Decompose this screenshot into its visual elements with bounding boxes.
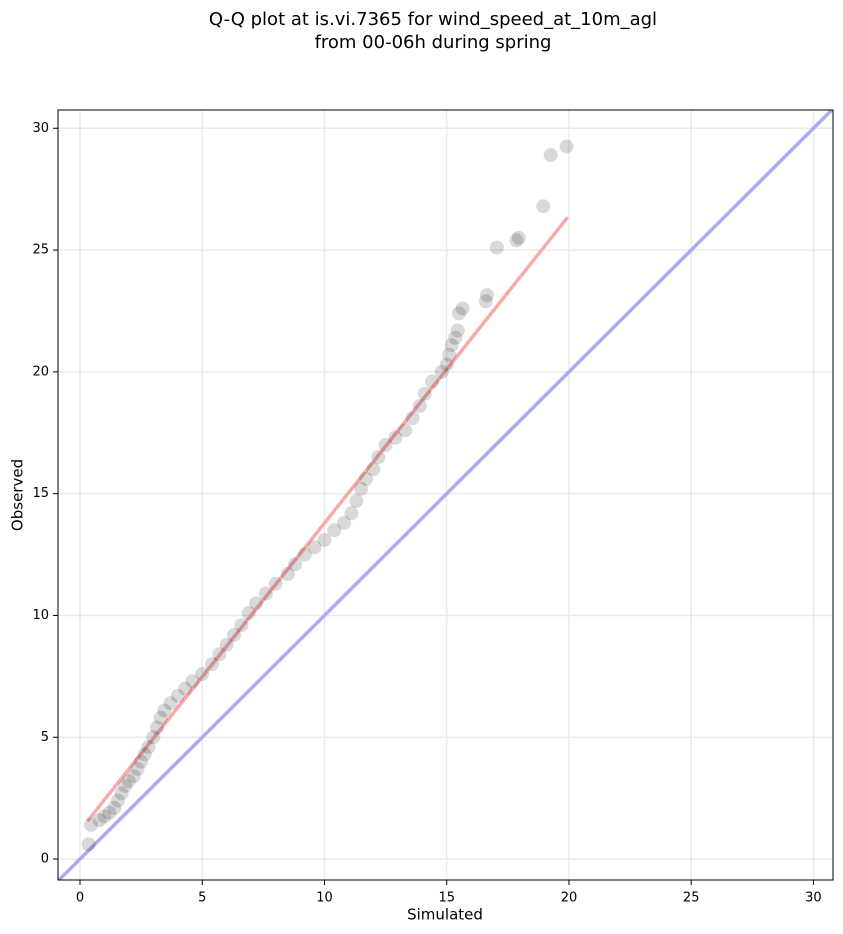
chart-title: from 00-06h during spring xyxy=(315,32,552,53)
point xyxy=(114,786,129,801)
x-tick-label: 10 xyxy=(316,891,333,906)
point xyxy=(434,364,449,379)
point xyxy=(448,330,463,345)
y-tick-label: 5 xyxy=(41,730,49,745)
point xyxy=(509,233,524,248)
point xyxy=(212,647,227,662)
point xyxy=(444,338,459,353)
x-tick-label: 15 xyxy=(438,891,455,906)
point xyxy=(344,506,359,521)
x-tick-label: 25 xyxy=(683,891,700,906)
y-tick-label: 30 xyxy=(32,121,49,136)
point xyxy=(163,696,178,711)
point xyxy=(241,606,256,621)
y-tick-label: 0 xyxy=(41,852,49,867)
x-axis-label: Simulated xyxy=(407,906,483,924)
point xyxy=(153,710,168,725)
point xyxy=(157,703,172,718)
point xyxy=(511,230,526,245)
point xyxy=(288,557,303,572)
point xyxy=(451,306,466,321)
point xyxy=(480,288,495,303)
point xyxy=(141,739,156,754)
point xyxy=(478,294,493,309)
point xyxy=(121,774,136,789)
point xyxy=(412,398,427,413)
point xyxy=(234,618,249,633)
point xyxy=(337,515,352,530)
plot-frame xyxy=(57,109,834,881)
point xyxy=(178,681,193,696)
point xyxy=(219,637,234,652)
point xyxy=(205,657,220,672)
chart-title: Q-Q plot at is.vi.7365 for wind_speed_at… xyxy=(209,9,657,30)
point xyxy=(559,139,574,154)
plot-area xyxy=(58,110,833,880)
point xyxy=(425,374,440,389)
point xyxy=(84,817,99,832)
point xyxy=(536,199,551,214)
point xyxy=(439,357,454,372)
point xyxy=(81,837,96,852)
point xyxy=(170,688,185,703)
point xyxy=(146,730,161,745)
point xyxy=(227,627,242,642)
point xyxy=(297,547,312,562)
reference-line xyxy=(58,110,833,880)
point xyxy=(107,800,122,815)
point xyxy=(134,754,149,769)
point xyxy=(92,813,107,828)
point xyxy=(102,805,117,820)
point xyxy=(371,450,386,465)
point xyxy=(110,793,125,808)
point xyxy=(349,493,364,508)
point xyxy=(489,240,504,255)
point xyxy=(268,576,283,591)
point xyxy=(398,423,413,438)
reference-line xyxy=(85,216,570,823)
point xyxy=(195,666,210,681)
y-tick-label: 20 xyxy=(32,364,49,379)
point xyxy=(185,674,200,689)
point xyxy=(317,532,332,547)
point xyxy=(388,430,403,445)
point xyxy=(137,747,152,762)
y-tick-label: 15 xyxy=(32,486,49,501)
point xyxy=(150,720,165,735)
point xyxy=(118,778,133,793)
x-tick-label: 30 xyxy=(805,891,822,906)
point xyxy=(450,323,465,338)
x-tick-label: 0 xyxy=(76,891,84,906)
point xyxy=(354,481,369,496)
point xyxy=(126,769,141,784)
point xyxy=(97,809,112,824)
point xyxy=(455,301,470,316)
x-tick-label: 20 xyxy=(561,891,578,906)
point xyxy=(405,411,420,426)
point xyxy=(543,148,558,163)
point xyxy=(378,437,393,452)
point xyxy=(366,462,381,477)
point xyxy=(130,761,145,776)
point xyxy=(359,472,374,487)
point xyxy=(249,596,264,611)
point xyxy=(258,586,273,601)
y-tick-label: 10 xyxy=(32,608,49,623)
point xyxy=(327,523,342,538)
x-tick-label: 5 xyxy=(198,891,206,906)
y-axis-label: Observed xyxy=(9,459,27,531)
point xyxy=(307,540,322,555)
point xyxy=(442,347,457,362)
point xyxy=(417,386,432,401)
point xyxy=(280,567,295,582)
y-tick-label: 25 xyxy=(32,243,49,258)
